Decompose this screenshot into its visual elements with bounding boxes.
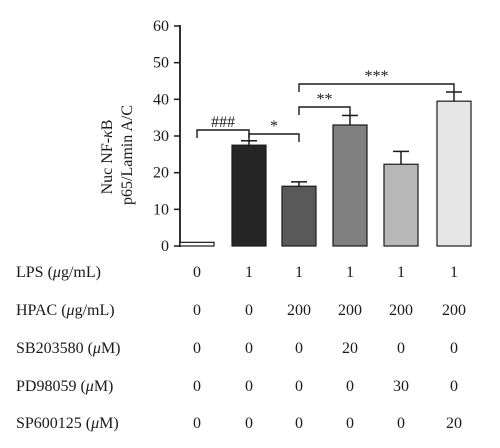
condition-value: 0 bbox=[397, 340, 405, 357]
condition-value: 1 bbox=[346, 264, 354, 281]
bar-2 bbox=[231, 144, 267, 247]
bar-1 bbox=[179, 241, 215, 247]
condition-label: SP600125 (μM) bbox=[16, 415, 119, 432]
condition-label: PD98059 (μM) bbox=[16, 378, 114, 395]
significance-bracket bbox=[196, 129, 250, 138]
condition-value: 200 bbox=[287, 302, 311, 319]
y-tick-label: 30 bbox=[153, 128, 169, 145]
condition-value: 0 bbox=[450, 378, 458, 395]
condition-value: 0 bbox=[245, 302, 253, 319]
condition-value: 0 bbox=[193, 415, 201, 432]
condition-value: 0 bbox=[245, 340, 253, 357]
condition-value: 20 bbox=[342, 340, 358, 357]
y-tick-label: 50 bbox=[153, 55, 169, 72]
bar-5 bbox=[383, 163, 419, 247]
y-axis-label-line1: Nuc NF-κB bbox=[99, 120, 116, 195]
condition-value: 0 bbox=[245, 415, 253, 432]
condition-value: 200 bbox=[389, 302, 413, 319]
condition-value: 0 bbox=[450, 340, 458, 357]
bar-4 bbox=[332, 124, 368, 247]
condition-value: 0 bbox=[346, 415, 354, 432]
condition-value: 1 bbox=[245, 264, 253, 281]
y-tick-label: 20 bbox=[153, 165, 169, 182]
condition-label: SB203580 (μM) bbox=[16, 340, 121, 357]
significance-bracket bbox=[298, 83, 455, 92]
significance-bracket bbox=[298, 106, 351, 115]
y-tick-label: 10 bbox=[153, 201, 169, 218]
y-axis-label-line2: p65/Lamin A/C bbox=[119, 105, 136, 205]
condition-value: 200 bbox=[338, 302, 362, 319]
condition-value: 0 bbox=[193, 302, 201, 319]
significance-label: ### bbox=[211, 114, 235, 131]
y-tick-label: 60 bbox=[153, 18, 169, 35]
bar-group bbox=[179, 91, 472, 247]
condition-value: 200 bbox=[442, 302, 466, 319]
significance-label: * bbox=[270, 118, 278, 135]
condition-value: 0 bbox=[193, 378, 201, 395]
condition-value: 0 bbox=[397, 415, 405, 432]
condition-value: 1 bbox=[397, 264, 405, 281]
condition-value: 1 bbox=[295, 264, 303, 281]
bar-3 bbox=[281, 185, 317, 247]
condition-value: 20 bbox=[446, 415, 462, 432]
significance-annotations: ### ****** bbox=[196, 68, 455, 142]
y-axis: 0 10 20 30 40 50 60 bbox=[153, 18, 181, 255]
y-tick-label: 40 bbox=[153, 91, 169, 108]
significance-label: *** bbox=[365, 68, 389, 85]
condition-value: 0 bbox=[193, 340, 201, 357]
kappa-symbol: κ bbox=[99, 130, 116, 138]
condition-value: 30 bbox=[393, 378, 409, 395]
condition-value: 0 bbox=[245, 378, 253, 395]
condition-label: HPAC (μg/mL) bbox=[16, 302, 115, 319]
condition-label: LPS (μg/mL) bbox=[16, 264, 101, 281]
condition-value: 0 bbox=[295, 340, 303, 357]
condition-value: 0 bbox=[295, 415, 303, 432]
significance-bracket bbox=[248, 133, 300, 142]
condition-value: 0 bbox=[346, 378, 354, 395]
y-tick-label: 0 bbox=[161, 238, 169, 255]
condition-value: 0 bbox=[295, 378, 303, 395]
significance-label: ** bbox=[317, 91, 333, 108]
y-axis-label: Nuc NF-κB p65/Lamin A/C bbox=[99, 105, 136, 205]
bar-6 bbox=[436, 100, 472, 247]
condition-value: 0 bbox=[193, 264, 201, 281]
condition-value: 1 bbox=[450, 264, 458, 281]
